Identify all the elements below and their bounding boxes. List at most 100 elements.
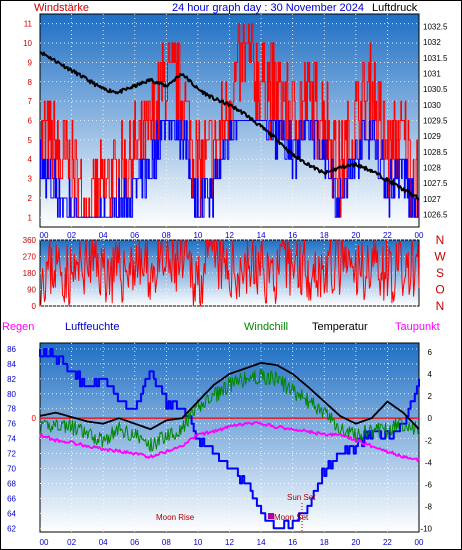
hour-tick-label: 20 — [351, 231, 360, 240]
header-title: 24 hour graph day : 30 November 2024 — [172, 2, 364, 14]
wind-tick-label: 9 — [28, 58, 33, 67]
pressure-tick-label: 1028.5 — [423, 148, 448, 157]
wind-tick-label: 7 — [28, 97, 33, 106]
humidity-line — [39, 348, 420, 530]
humidity-tick-label: 68 — [7, 479, 16, 488]
hour-tick-label: 14 — [257, 231, 266, 240]
hour-tick-label: 16 — [288, 231, 297, 240]
pressure-tick-label: 1027.5 — [423, 179, 448, 188]
rain-zero-label: 0 — [32, 414, 37, 423]
panel1-hour-axis: 00 02 04 06 08 10 12 14 16 18 20 22 00 — [40, 231, 424, 240]
moon-marker — [268, 513, 274, 519]
pressure-tick-label: 1032 — [423, 38, 441, 47]
temperature-tick-label: -8 — [425, 503, 433, 512]
sun-set-label: Sun Set — [287, 493, 316, 502]
panel3-series: 0 — [32, 348, 420, 530]
direction-tick-label: 0 — [32, 302, 37, 311]
compass-label: N — [436, 299, 445, 313]
legend-luftfeuchte: Luftfeuchte — [65, 321, 119, 333]
wind-tick-label: 6 — [28, 117, 33, 126]
header-luftdruck: Luftdruck — [372, 2, 418, 14]
windchill-line — [39, 368, 420, 452]
direction-tick-label: 360 — [23, 236, 37, 245]
temperature-tick-label: 4 — [428, 370, 433, 379]
humidity-tick-label: 70 — [7, 465, 16, 474]
panel3-humidity-axis: 62 64 66 68 70 72 74 76 78 80 82 84 86 — [7, 345, 16, 533]
hour-tick-label: 04 — [99, 538, 108, 547]
header-windstaerke: Windstärke — [34, 2, 89, 14]
compass-label: W — [434, 250, 446, 264]
panel2-series — [39, 239, 420, 307]
temperature-line — [39, 361, 420, 431]
hour-tick-label: 14 — [257, 538, 266, 547]
panel3-temperature-axis: -10 -8 -6 -4 -2 0 2 4 6 — [420, 348, 432, 534]
pressure-tick-label: 1029 — [423, 132, 441, 141]
wind-direction-line — [39, 239, 420, 307]
wind-tick-label: 1 — [28, 213, 33, 222]
humidity-tick-label: 66 — [7, 494, 16, 503]
temperature-tick-label: -2 — [425, 436, 433, 445]
temperature-tick-label: -6 — [425, 480, 433, 489]
panel1-wind-axis: 1 2 3 4 5 6 7 8 9 10 11 — [23, 20, 32, 223]
humidity-tick-label: 82 — [7, 375, 16, 384]
temperature-tick-label: 6 — [428, 348, 433, 357]
humidity-tick-label: 72 — [7, 450, 16, 459]
humidity-tick-label: 86 — [7, 345, 16, 354]
hour-tick-label: 10 — [193, 538, 202, 547]
legend-temperatur: Temperatur — [312, 321, 368, 333]
hour-tick-label: 00 — [40, 231, 49, 240]
pressure-tick-label: 1031 — [423, 70, 441, 79]
temperature-tick-label: 0 — [428, 414, 433, 423]
pressure-tick-label: 1027 — [423, 195, 441, 204]
legend-windchill: Windchill — [244, 321, 288, 333]
pressure-tick-label: 1032.5 — [423, 23, 448, 32]
compass-label: O — [435, 283, 444, 297]
temperature-tick-label: -10 — [420, 525, 432, 534]
wind-tick-label: 10 — [23, 39, 32, 48]
humidity-tick-label: 76 — [7, 420, 16, 429]
legend-regen: Regen — [2, 321, 34, 333]
temperature-tick-label: -4 — [425, 458, 433, 467]
hour-tick-label: 06 — [130, 231, 139, 240]
hour-tick-label: 00 — [415, 231, 424, 240]
pressure-line — [39, 51, 420, 201]
humidity-tick-label: 80 — [7, 390, 16, 399]
hour-tick-label: 20 — [351, 538, 360, 547]
hour-tick-label: 04 — [99, 231, 108, 240]
humidity-tick-label: 84 — [7, 360, 16, 369]
wind-tick-label: 11 — [24, 20, 33, 29]
compass-label: S — [436, 266, 444, 280]
direction-tick-label: 270 — [23, 253, 37, 262]
wind-mean-line — [39, 120, 420, 218]
panel2-direction-axis: 0 90 180 270 360 — [23, 236, 37, 311]
pressure-tick-label: 1030.5 — [423, 85, 448, 94]
legend-taupunkt: Taupunkt — [395, 321, 440, 333]
hour-tick-label: 22 — [383, 538, 392, 547]
moon-set-label: Moon Set — [274, 513, 309, 522]
moon-rise-label: Moon Rise — [156, 513, 195, 522]
hour-tick-label: 22 — [383, 231, 392, 240]
hour-tick-label: 18 — [320, 538, 329, 547]
humidity-tick-label: 74 — [7, 435, 16, 444]
temperature-tick-label: 2 — [428, 392, 433, 401]
wind-tick-label: 5 — [28, 136, 33, 145]
wind-tick-label: 3 — [28, 175, 33, 184]
hour-tick-label: 12 — [225, 538, 234, 547]
panel1-series — [39, 23, 420, 218]
panel1-pressure-axis: 1026.5 1027 1027.5 1028 1028.5 1029 1029.5 1030… — [423, 23, 448, 220]
hour-tick-label: 06 — [130, 538, 139, 547]
humidity-tick-label: 62 — [7, 524, 16, 533]
pressure-tick-label: 1030 — [423, 101, 441, 110]
hour-tick-label: 08 — [162, 231, 171, 240]
direction-tick-label: 90 — [27, 286, 36, 295]
pressure-tick-label: 1029.5 — [423, 117, 448, 126]
hour-tick-label: 10 — [193, 231, 202, 240]
hour-tick-label: 12 — [225, 231, 234, 240]
pressure-tick-label: 1031.5 — [423, 54, 448, 63]
hour-tick-label: 00 — [40, 538, 49, 547]
panel3-hour-axis: 00 02 04 06 08 10 12 14 16 18 20 22 00 — [40, 538, 424, 547]
dewpoint-line — [39, 421, 420, 463]
humidity-tick-label: 78 — [7, 405, 16, 414]
